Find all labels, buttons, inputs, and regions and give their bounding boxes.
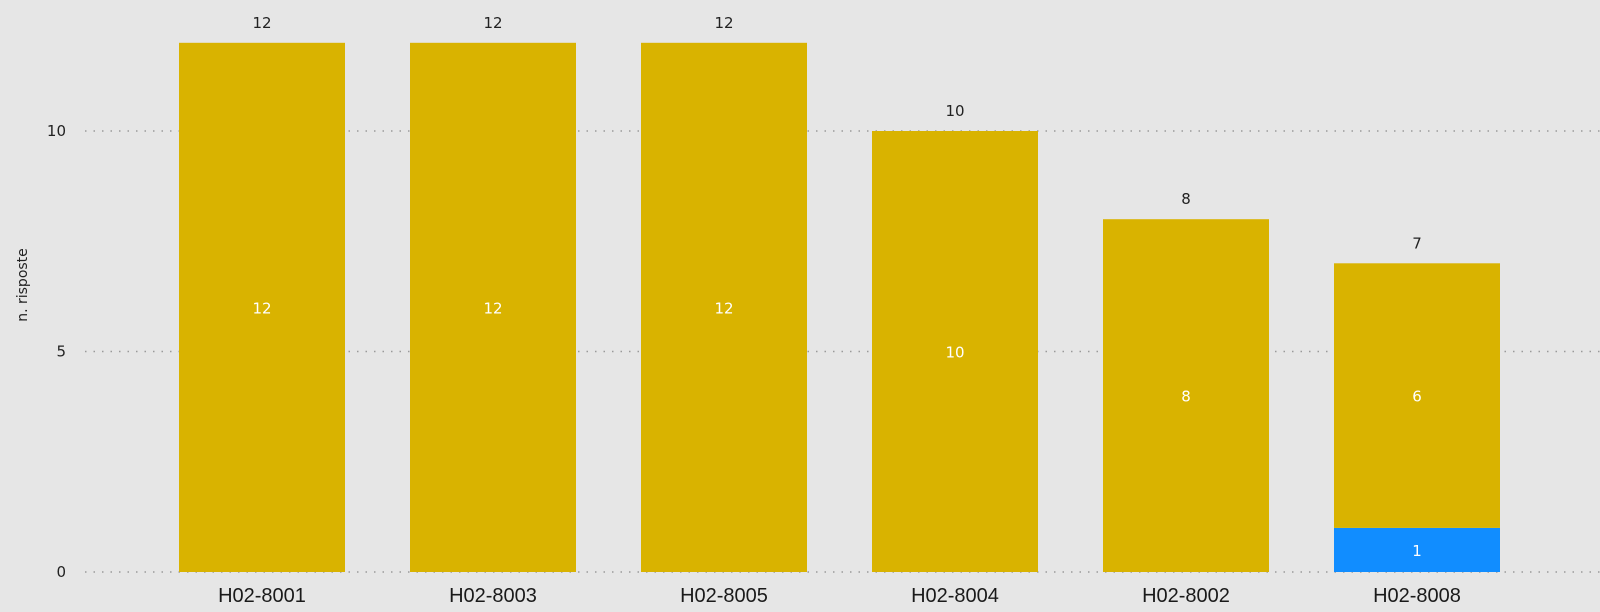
bar-total-label: 8	[1181, 190, 1191, 208]
bar-total-label: 12	[252, 14, 271, 32]
segment-value-label: 10	[945, 344, 964, 362]
bar-total-label: 12	[714, 14, 733, 32]
bar-group-H02-8001: 12 12	[179, 14, 345, 573]
x-tick-label: H02-8005	[680, 585, 768, 607]
bar-segment	[1334, 527, 1500, 572]
x-tick-label: H02-8002	[1142, 585, 1230, 607]
x-tick-label: H02-8003	[449, 585, 537, 607]
segment-value-label: 12	[714, 299, 733, 317]
y-tick-label: 0	[56, 563, 66, 581]
bar-group-H02-8008: 1 6 7	[1334, 234, 1500, 572]
bar-segment	[641, 42, 807, 573]
gridlines	[85, 130, 1600, 573]
x-tick-label: H02-8004	[911, 585, 999, 607]
bar-segment	[410, 42, 576, 573]
segment-value-label: 8	[1181, 388, 1191, 406]
bar-total-label: 12	[483, 14, 502, 32]
y-tick-label: 10	[47, 122, 66, 140]
x-tick-label: H02-8001	[218, 585, 306, 607]
bar-segment	[1334, 263, 1500, 528]
bar-group-H02-8005: 12 12	[641, 14, 807, 573]
bar-group-H02-8002: 88	[1103, 190, 1269, 572]
bar-total-label: 10	[945, 102, 964, 120]
y-tick-label: 5	[56, 343, 66, 361]
bar-group-H02-8004: 10 10	[872, 102, 1038, 572]
x-tick-label: H02-8008	[1373, 585, 1461, 607]
x-axis-labels: H02-8001 H02-8003 H02-8005 H02-8004 H02-8002…	[218, 585, 1461, 607]
bar-total-label: 7	[1412, 234, 1422, 252]
bar-segment	[872, 131, 1038, 572]
y-axis-ticks: 0 5 10	[47, 122, 66, 581]
segment-value-label: 6	[1412, 388, 1422, 406]
bar-group-H02-8003: 12 12	[410, 14, 576, 573]
y-axis-title: n. risposte	[15, 248, 31, 322]
segment-value-label: 1	[1412, 542, 1422, 560]
segment-value-label: 12	[483, 299, 502, 317]
segment-value-label: 12	[252, 299, 271, 317]
bar-segment	[1103, 219, 1269, 572]
bar-segment	[179, 42, 345, 573]
